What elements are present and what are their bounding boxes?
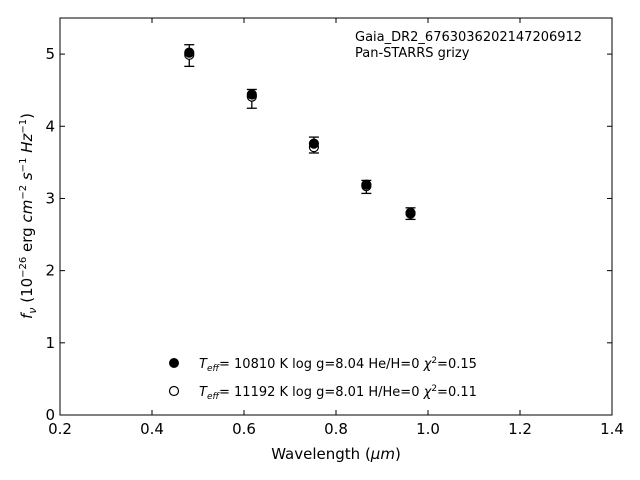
x-tick-label: 0.4 (140, 420, 164, 438)
x-tick-label: 0.6 (232, 420, 256, 438)
legend-marker-open (168, 385, 180, 397)
y-tick-label: 0 (45, 406, 55, 424)
x-tick-label: 1.2 (508, 420, 532, 438)
model-point-filled (405, 207, 416, 218)
model-point-filled (308, 138, 320, 149)
legend-entry-1: Teff= 10810 K log g=8.04 He/H=0 χ2=0.15 (199, 356, 477, 374)
x-tick-label: 1.0 (416, 420, 440, 438)
y-tick-label: 1 (45, 334, 55, 352)
model-point-filled (184, 47, 195, 58)
y-tick-label: 4 (45, 117, 55, 135)
survey-annotation: Pan-STARRS grizy (355, 46, 470, 61)
model-point-filled (246, 89, 257, 100)
x-axis-label-unit: μm (370, 445, 395, 463)
model-point-filled (361, 179, 372, 190)
y-axis-label: fν (10−26 erg cm−2 s−1 Hz−1) (18, 113, 39, 319)
ticks: 0.2 0.4 0.6 0.8 1.0 1.2 1.4 0 1 2 3 4 5 (45, 18, 624, 438)
object-id-annotation: Gaia_DR2_6763036202147206912 (355, 30, 582, 45)
x-axis-label-suffix: ) (395, 445, 401, 463)
legend-entry-2: Teff= 11192 K log g=8.01 H/He=0 χ2=0.11 (199, 384, 477, 402)
y-tick-label: 5 (45, 45, 55, 63)
legend: Teff= 10810 K log g=8.04 He/H=0 χ2=0.15 … (168, 356, 477, 402)
x-tick-label: 0.8 (324, 420, 348, 438)
y-tick-label: 2 (45, 262, 55, 280)
x-tick-label: 0.2 (48, 420, 72, 438)
x-tick-label: 1.4 (600, 420, 624, 438)
data-points (184, 44, 416, 221)
y-tick-label: 3 (45, 189, 55, 207)
plot-frame (59, 17, 613, 416)
x-axis-label: Wavelength (μm) (271, 445, 401, 463)
x-axis-label-prefix: Wavelength ( (271, 445, 371, 463)
legend-marker-filled (169, 358, 179, 368)
